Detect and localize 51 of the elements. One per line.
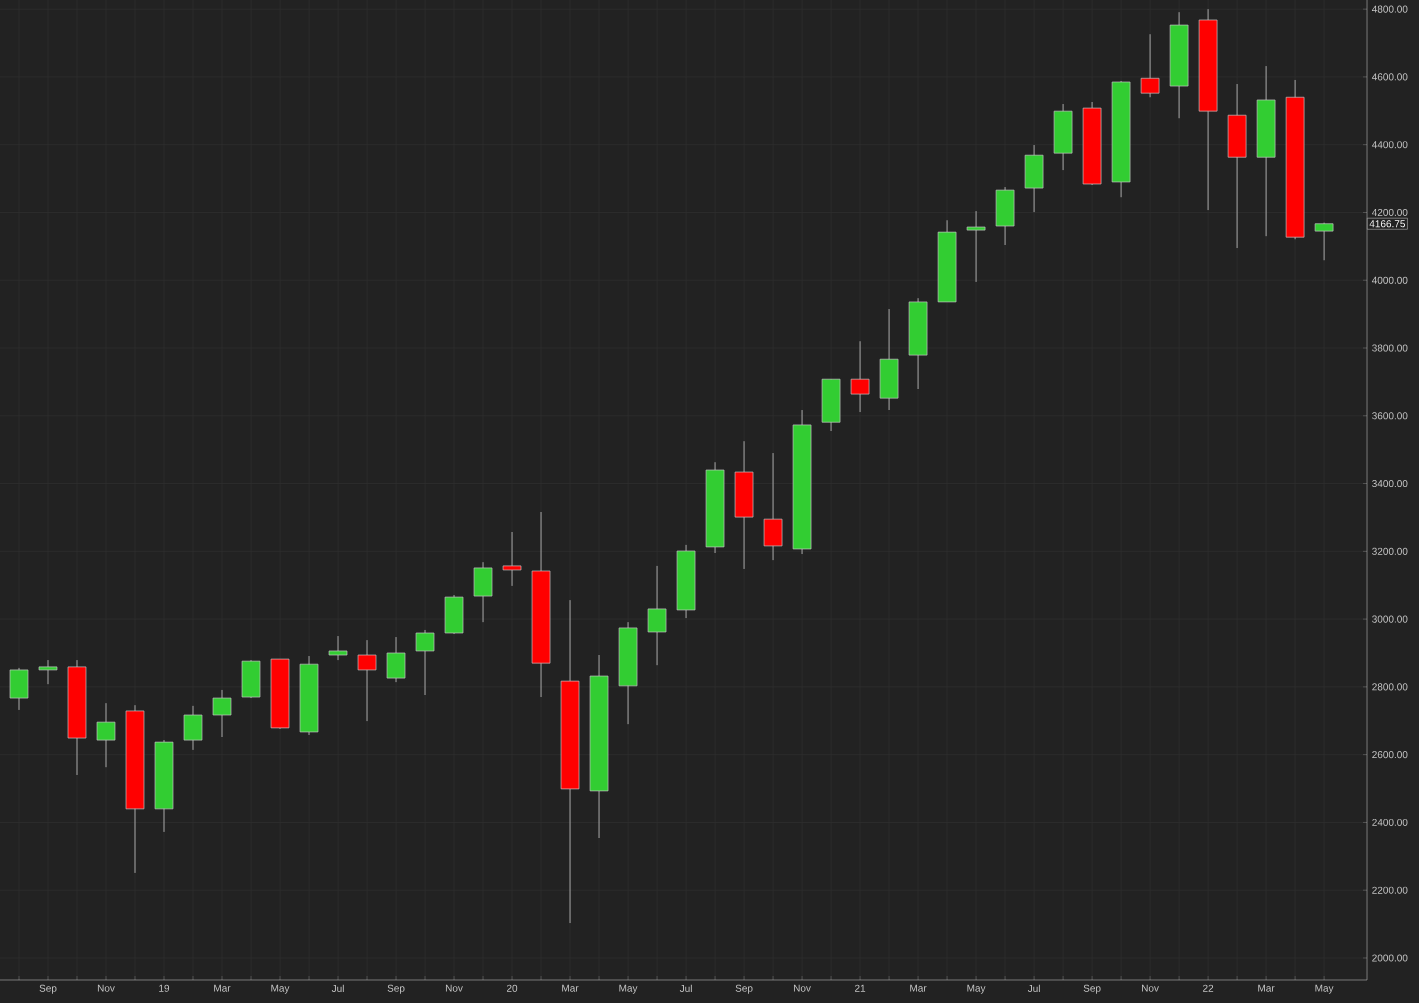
x-tick-label: Jul: [1027, 984, 1040, 993]
x-tick-label: Sep: [387, 984, 405, 994]
candlestick: [966, 210, 986, 283]
x-tick-label: Nov: [1142, 984, 1159, 992]
y-tick-label: 2200.00: [1372, 886, 1408, 894]
x-tick-label: Mar: [1258, 984, 1275, 992]
candlestick: [415, 629, 435, 696]
candlestick: [850, 340, 870, 413]
x-tick-label: 20: [506, 984, 518, 992]
y-tick-label: 3000.00: [1372, 615, 1408, 623]
x-tick-label: 22: [1203, 984, 1214, 992]
text: 4166.75: [1369, 220, 1406, 228]
x-tick-label: Jul: [679, 984, 692, 993]
y-tick-label: 3200.00: [1372, 547, 1408, 555]
x-tick-label: 19: [159, 984, 170, 992]
candlestick: [212, 689, 232, 738]
x-tick-label: Mar: [910, 984, 927, 992]
x-tick-label: Sep: [1083, 984, 1101, 994]
candlestick: [647, 565, 667, 666]
x-tick-label: May: [967, 984, 986, 994]
x-tick-label: May: [271, 984, 290, 994]
x-tick-label: May: [1315, 984, 1334, 994]
y-tick-label: 3800.00: [1372, 344, 1408, 352]
x-tick-label: Jul: [331, 984, 344, 993]
y-tick-label: 4800.00: [1371, 5, 1408, 13]
x-tick-label: Sep: [39, 984, 57, 994]
y-tick-label: 2800.00: [1372, 683, 1408, 691]
x-tick-label: Mar: [214, 984, 231, 992]
candlestick: [38, 659, 58, 685]
x-tick-label: May: [619, 984, 638, 994]
y-tick-label: 2000.00: [1372, 954, 1408, 962]
y-tick-label: 4600.00: [1371, 73, 1408, 81]
y-tick-label: 4000.00: [1371, 276, 1408, 284]
y-tick-label: 2600.00: [1372, 751, 1408, 759]
x-tick-label: Nov: [97, 984, 115, 992]
candlestick: [328, 635, 348, 661]
y-tick-label: 3600.00: [1372, 412, 1408, 420]
candlestick: [357, 639, 377, 722]
candlestick: [1140, 33, 1160, 98]
candlestick: [502, 531, 522, 587]
y-tick-label: 4200.00: [1371, 208, 1408, 217]
x-tick-label: Sep: [735, 984, 753, 994]
x-tick-label: 21: [855, 984, 866, 992]
candlestick: [1314, 222, 1334, 261]
y-tick-label: 2400.00: [1372, 818, 1408, 826]
x-tick-label: Nov: [445, 984, 463, 992]
x-tick-label: Mar: [562, 984, 579, 992]
y-tick-label: 4400.00: [1371, 141, 1408, 149]
y-tick-label: 3400.00: [1372, 480, 1408, 488]
candlestick: [96, 702, 116, 768]
x-tick-label: Nov: [793, 984, 811, 992]
